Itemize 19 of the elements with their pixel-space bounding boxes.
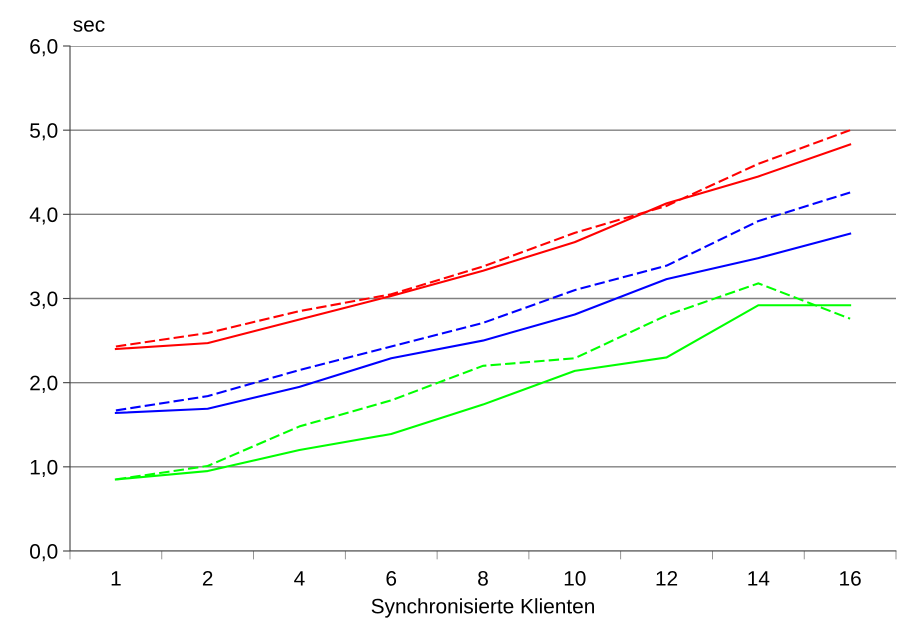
x-tick-label: 6 bbox=[386, 570, 396, 586]
x-tick-label: 2 bbox=[202, 570, 212, 586]
x-tick-label: 14 bbox=[748, 571, 770, 586]
x-tick-label: 12 bbox=[656, 570, 678, 586]
y-axis-title: sec bbox=[73, 20, 105, 32]
x-tick-label: 4 bbox=[294, 571, 305, 586]
y-tick-label: 6,0 bbox=[30, 39, 58, 56]
y-tick-label: 4,0 bbox=[30, 207, 58, 225]
y-tick-label: 1,0 bbox=[30, 460, 58, 478]
x-tick-label: 1 bbox=[112, 571, 121, 586]
y-tick-label: 5,0 bbox=[30, 123, 58, 140]
y-tick-label: 0,0 bbox=[30, 544, 58, 562]
x-tick-label: 16 bbox=[840, 570, 861, 586]
line-series bbox=[114, 191, 852, 412]
x-tick-label: 10 bbox=[564, 570, 586, 586]
x-tick-label: 8 bbox=[478, 570, 488, 586]
y-tick-label: 2,0 bbox=[30, 376, 58, 393]
y-tick-label: 3,0 bbox=[30, 292, 58, 309]
x-axis-title: Synchronisierte Klienten bbox=[372, 598, 594, 618]
